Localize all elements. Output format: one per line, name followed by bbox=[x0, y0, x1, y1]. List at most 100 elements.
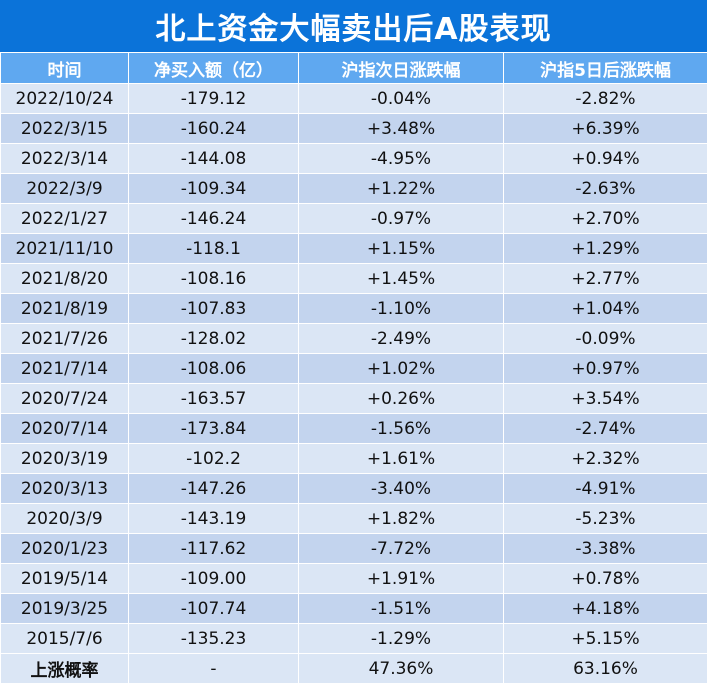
cell-next-day-change: -1.10% bbox=[298, 293, 504, 324]
header-row: 时间 净买入额（亿） 沪指次日涨跌幅 沪指5日后涨跌幅 bbox=[0, 52, 707, 84]
data-table: 时间 净买入额（亿） 沪指次日涨跌幅 沪指5日后涨跌幅 2022/10/24 -1… bbox=[0, 52, 707, 684]
cell-five-day-change: +5.15% bbox=[503, 623, 707, 654]
cell-date: 2019/3/25 bbox=[0, 593, 129, 624]
cell-five-day-change: -2.82% bbox=[503, 83, 707, 114]
header-net-buy: 净买入额（亿） bbox=[128, 52, 299, 84]
table-row: 2020/7/14 -173.84 -1.56% -2.74% bbox=[0, 413, 707, 444]
cell-five-day-change: +4.18% bbox=[503, 593, 707, 624]
cell-net-buy: -144.08 bbox=[128, 143, 299, 174]
cell-date: 2020/7/24 bbox=[0, 383, 129, 414]
cell-net-buy: -135.23 bbox=[128, 623, 299, 654]
cell-next-day-change: -0.04% bbox=[298, 83, 504, 114]
cell-net-buy: -102.2 bbox=[128, 443, 299, 474]
summary-next-day-probability: 47.36% bbox=[298, 653, 504, 684]
cell-net-buy: -118.1 bbox=[128, 233, 299, 264]
cell-five-day-change: +1.29% bbox=[503, 233, 707, 264]
cell-date: 2020/3/9 bbox=[0, 503, 129, 534]
header-five-day-change: 沪指5日后涨跌幅 bbox=[503, 52, 707, 84]
table-row: 2022/3/9 -109.34 +1.22% -2.63% bbox=[0, 173, 707, 204]
cell-net-buy: -107.74 bbox=[128, 593, 299, 624]
header-date: 时间 bbox=[0, 52, 129, 84]
cell-next-day-change: +0.26% bbox=[298, 383, 504, 414]
cell-five-day-change: +2.70% bbox=[503, 203, 707, 234]
cell-date: 2022/10/24 bbox=[0, 83, 129, 114]
table-row: 2020/1/23 -117.62 -7.72% -3.38% bbox=[0, 533, 707, 564]
summary-row: 上涨概率 -47.36% 63.16% bbox=[0, 653, 707, 684]
table-row: 2021/7/14 -108.06 +1.02% +0.97% bbox=[0, 353, 707, 384]
table-row: 2021/8/19 -107.83 -1.10% +1.04% bbox=[0, 293, 707, 324]
cell-next-day-change: +3.48% bbox=[298, 113, 504, 144]
table-row: 2020/3/13 -147.26 -3.40% -4.91% bbox=[0, 473, 707, 504]
cell-net-buy: -163.57 bbox=[128, 383, 299, 414]
table-row: 2015/7/6 -135.23 -1.29% +5.15% bbox=[0, 623, 707, 654]
cell-date: 2019/5/14 bbox=[0, 563, 129, 594]
cell-net-buy: -117.62 bbox=[128, 533, 299, 564]
cell-next-day-change: -7.72% bbox=[298, 533, 504, 564]
cell-five-day-change: +2.77% bbox=[503, 263, 707, 294]
cell-five-day-change: +0.78% bbox=[503, 563, 707, 594]
cell-next-day-change: +1.82% bbox=[298, 503, 504, 534]
cell-date: 2020/3/13 bbox=[0, 473, 129, 504]
cell-next-day-change: -1.51% bbox=[298, 593, 504, 624]
summary-label: 上涨概率 bbox=[0, 653, 129, 684]
cell-five-day-change: -5.23% bbox=[503, 503, 707, 534]
cell-net-buy: -143.19 bbox=[128, 503, 299, 534]
cell-net-buy: -109.00 bbox=[128, 563, 299, 594]
table-row: 2020/7/24 -163.57 +0.26% +3.54% bbox=[0, 383, 707, 414]
cell-date: 2022/1/27 bbox=[0, 203, 129, 234]
cell-date: 2015/7/6 bbox=[0, 623, 129, 654]
cell-net-buy: -108.16 bbox=[128, 263, 299, 294]
cell-date: 2021/7/26 bbox=[0, 323, 129, 354]
table-row: 2020/3/9 -143.19 +1.82% -5.23% bbox=[0, 503, 707, 534]
cell-five-day-change: -0.09% bbox=[503, 323, 707, 354]
cell-five-day-change: +2.32% bbox=[503, 443, 707, 474]
cell-next-day-change: +1.02% bbox=[298, 353, 504, 384]
cell-date: 2022/3/9 bbox=[0, 173, 129, 204]
cell-date: 2020/3/19 bbox=[0, 443, 129, 474]
table-row: 2022/1/27 -146.24 -0.97% +2.70% bbox=[0, 203, 707, 234]
table-row: 2022/10/24 -179.12 -0.04% -2.82% bbox=[0, 83, 707, 114]
cell-five-day-change: +0.94% bbox=[503, 143, 707, 174]
cell-net-buy: -107.83 bbox=[128, 293, 299, 324]
cell-next-day-change: +1.45% bbox=[298, 263, 504, 294]
cell-date: 2020/7/14 bbox=[0, 413, 129, 444]
table-row: 2019/5/14 -109.00 +1.91% +0.78% bbox=[0, 563, 707, 594]
cell-date: 2021/8/19 bbox=[0, 293, 129, 324]
cell-five-day-change: +3.54% bbox=[503, 383, 707, 414]
cell-date: 2021/8/20 bbox=[0, 263, 129, 294]
cell-next-day-change: -1.56% bbox=[298, 413, 504, 444]
table-body: 2022/10/24 -179.12 -0.04% -2.82% 2022/3/15 -1… bbox=[0, 83, 707, 684]
cell-date: 2022/3/15 bbox=[0, 113, 129, 144]
cell-net-buy: -109.34 bbox=[128, 173, 299, 204]
summary-five-day-probability: 63.16% bbox=[503, 653, 707, 684]
cell-five-day-change: -2.74% bbox=[503, 413, 707, 444]
cell-next-day-change: +1.61% bbox=[298, 443, 504, 474]
cell-net-buy: -146.24 bbox=[128, 203, 299, 234]
cell-date: 2021/11/10 bbox=[0, 233, 129, 264]
table-row: 2022/3/14 -144.08 -4.95% +0.94% bbox=[0, 143, 707, 174]
table-row: 2020/3/19 -102.2 +1.61% +2.32% bbox=[0, 443, 707, 474]
cell-net-buy: -173.84 bbox=[128, 413, 299, 444]
cell-date: 2022/3/14 bbox=[0, 143, 129, 174]
cell-net-buy: -160.24 bbox=[128, 113, 299, 144]
cell-next-day-change: +1.91% bbox=[298, 563, 504, 594]
table-row: 2021/8/20 -108.16 +1.45% +2.77% bbox=[0, 263, 707, 294]
cell-next-day-change: -1.29% bbox=[298, 623, 504, 654]
cell-five-day-change: -2.63% bbox=[503, 173, 707, 204]
cell-five-day-change: +1.04% bbox=[503, 293, 707, 324]
cell-date: 2020/1/23 bbox=[0, 533, 129, 564]
table-row: 2022/3/15 -160.24 +3.48% +6.39% bbox=[0, 113, 707, 144]
cell-next-day-change: -3.40% bbox=[298, 473, 504, 504]
cell-next-day-change: +1.22% bbox=[298, 173, 504, 204]
cell-net-buy: -179.12 bbox=[128, 83, 299, 114]
summary-net-buy: - bbox=[128, 653, 299, 684]
title-bar: 北上资金大幅卖出后A股表现 bbox=[0, 0, 707, 52]
table-row: 2021/11/10 -118.1 +1.15% +1.29% bbox=[0, 233, 707, 264]
cell-date: 2021/7/14 bbox=[0, 353, 129, 384]
table-row: 2021/7/26 -128.02 -2.49% -0.09% bbox=[0, 323, 707, 354]
cell-next-day-change: -2.49% bbox=[298, 323, 504, 354]
cell-next-day-change: -4.95% bbox=[298, 143, 504, 174]
page-title: 北上资金大幅卖出后A股表现 bbox=[155, 12, 552, 47]
cell-next-day-change: -0.97% bbox=[298, 203, 504, 234]
